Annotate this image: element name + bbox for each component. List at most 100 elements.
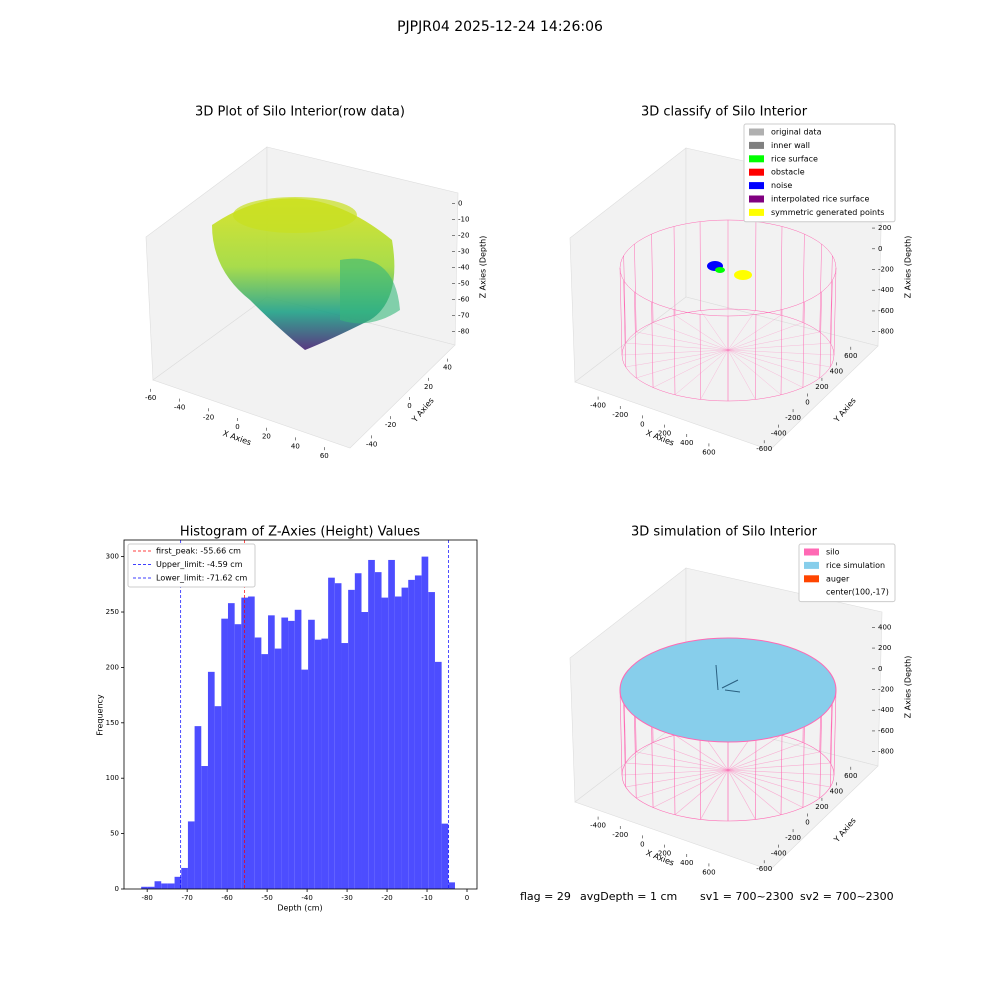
legend-swatch <box>749 208 764 216</box>
silo-edge <box>833 689 837 776</box>
x-tick-label: -50 <box>261 894 272 902</box>
z-tick-label: -800 <box>878 748 894 756</box>
silo-edge <box>780 735 783 815</box>
y-tick-label: -40 <box>366 440 377 448</box>
silo-edge <box>634 243 637 333</box>
x-tick-label: -60 <box>221 894 232 902</box>
bar <box>294 609 302 889</box>
silo-spoke <box>700 310 729 351</box>
y-tick-label: 0 <box>115 885 119 893</box>
silo-edge <box>651 234 654 323</box>
bar <box>394 596 402 889</box>
y-tick-label: 250 <box>106 608 119 616</box>
legend-label: auger <box>826 574 850 583</box>
point-cloud-spill <box>340 258 400 324</box>
x-tick-label: -40 <box>301 894 312 902</box>
footer-text: sv2 = 700~2300 <box>800 890 894 903</box>
silo-edge <box>830 255 833 344</box>
bar <box>187 821 195 889</box>
silo-spoke <box>727 349 756 400</box>
chart-title: 3D simulation of Silo Interior <box>631 525 818 540</box>
z-tick-label: -40 <box>458 263 469 271</box>
silo-spoke <box>700 769 729 820</box>
silo-edge <box>830 280 833 367</box>
silo-edge <box>819 243 822 333</box>
silo-spoke <box>625 762 729 771</box>
legend-label: original data <box>771 128 822 137</box>
bar <box>201 766 208 889</box>
silo-edge <box>651 726 654 808</box>
silo-spoke <box>674 769 729 816</box>
x-tick-label: 600 <box>702 448 715 456</box>
bar <box>448 882 455 889</box>
x-tick-label: 200 <box>658 850 671 858</box>
y-tick-label: -600 <box>756 865 772 873</box>
y-axis-label: Frequency <box>96 694 105 736</box>
floor-pane <box>574 296 879 451</box>
legend-label: noise <box>771 181 792 190</box>
silo-edge <box>673 309 676 395</box>
x-tick-label: -20 <box>203 413 214 421</box>
silo-spoke <box>727 769 831 788</box>
x-tick-label: -20 <box>381 894 392 902</box>
bar <box>268 615 275 889</box>
z-tick-label: -200 <box>878 266 894 274</box>
z-tick-label: 0 <box>878 665 882 673</box>
floor-pane <box>152 296 456 449</box>
silo-spoke <box>727 314 782 351</box>
plot-frame <box>123 539 478 890</box>
bar <box>141 886 148 889</box>
legend-label: obstacle <box>771 168 805 177</box>
bar <box>214 706 222 889</box>
z-tick-label: 200 <box>878 644 891 652</box>
x-tick-label: -70 <box>181 894 192 902</box>
silo-edge <box>623 255 626 344</box>
silo-edge <box>780 309 783 395</box>
silo-spoke <box>636 349 729 379</box>
silo-spoke <box>727 349 804 388</box>
legend-label: Lower_limit: -71.62 cm <box>156 574 248 583</box>
legend-swatch <box>749 168 764 176</box>
z-tick-label: -600 <box>878 727 894 735</box>
silo-spoke <box>700 349 729 400</box>
z-tick-label: -80 <box>458 327 469 335</box>
bar <box>321 638 329 889</box>
silo-edge <box>699 221 701 311</box>
legend-swatch <box>749 155 764 163</box>
bar <box>368 559 375 889</box>
z-tick-label: -20 <box>458 231 469 239</box>
x-tick-label: -200 <box>612 831 628 839</box>
legend-swatch <box>749 141 764 149</box>
z-tick-label: -400 <box>878 706 894 714</box>
silo-spoke <box>727 769 782 816</box>
silo-spoke <box>674 734 729 771</box>
silo-spoke <box>636 331 729 351</box>
silo-edge <box>673 226 676 316</box>
bar <box>161 883 168 889</box>
bar <box>181 867 188 889</box>
bar <box>274 648 282 889</box>
z-tick-label: -600 <box>878 307 894 315</box>
y-tick-label: -600 <box>756 445 772 453</box>
bar <box>241 597 249 889</box>
silo-spoke <box>727 751 820 771</box>
footer-text: sv1 = 700~2300 <box>700 890 794 903</box>
bar <box>341 643 349 889</box>
x-tick-label: -60 <box>145 394 156 402</box>
legend-swatch <box>749 195 764 203</box>
z-tick-label: -30 <box>458 247 469 255</box>
y-tick-label: 0 <box>805 399 809 407</box>
bar <box>154 881 162 889</box>
x-tick-label: 400 <box>680 859 693 867</box>
bar <box>354 573 362 889</box>
x-tick-label: 0 <box>640 420 644 428</box>
bar <box>388 559 395 889</box>
legend-label: center(100,-17) <box>826 588 889 597</box>
silo-spoke <box>652 349 729 388</box>
bar <box>147 886 155 889</box>
z-tick-label: -70 <box>458 311 469 319</box>
x-tick-label: -30 <box>341 894 352 902</box>
silo-spoke <box>621 349 729 356</box>
bar <box>167 883 175 889</box>
